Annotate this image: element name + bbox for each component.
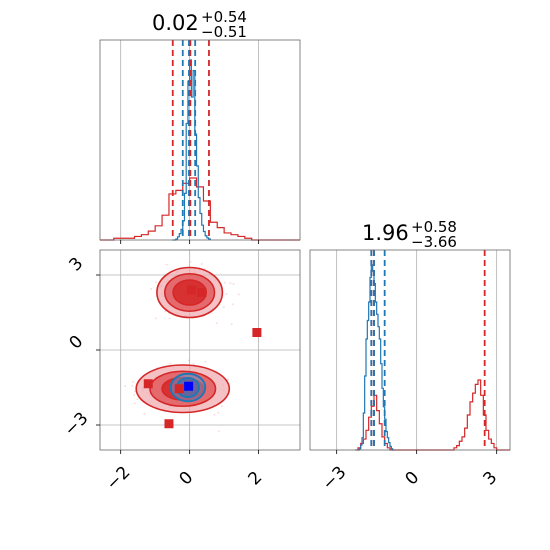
red-histogram-series [355, 379, 510, 451]
sample-point [131, 384, 134, 387]
sample-point [229, 282, 232, 285]
sample-point [150, 288, 153, 291]
blue-histogram-series [358, 264, 394, 451]
blue-marker [184, 381, 194, 391]
title-bottom-right-minus: −3.66 [411, 233, 457, 251]
sample-point [155, 281, 158, 284]
title-bottom-right-plus: +0.58 [411, 218, 457, 236]
sample-point [225, 293, 228, 296]
sample-point [217, 411, 220, 414]
sample-point [215, 322, 218, 325]
panel-bottom-right-histogram [309, 249, 511, 454]
sample-point [204, 360, 207, 363]
sample-point [231, 303, 234, 306]
sample-point [217, 430, 220, 433]
x-tick-label: −3 [319, 463, 351, 495]
axes-frame [309, 249, 511, 451]
sample-point [132, 380, 135, 383]
sample-point [164, 310, 167, 313]
red-marker [252, 328, 262, 337]
y-tick-label: 3 [66, 254, 88, 276]
red-marker [174, 384, 184, 394]
axes-frame [99, 39, 301, 241]
x-tick-label: −2 [103, 463, 135, 495]
sample-point [133, 394, 136, 397]
x-tick-label: 2 [245, 468, 267, 490]
red-marker [197, 288, 207, 297]
sample-point [237, 293, 240, 296]
x-tick-label: 3 [480, 468, 502, 490]
x-tick-label: 0 [402, 468, 424, 490]
sample-point [169, 362, 172, 365]
title-top-left-value: 0.02 [152, 11, 199, 35]
title-top-left: 0.02 +0.54 −0.51 [152, 8, 247, 41]
histogram-x-tick-labels: −3 0 3 [319, 463, 502, 495]
y-tick-label: −3 [61, 409, 93, 441]
title-top-left-plus: +0.54 [201, 8, 247, 26]
sample-point [133, 390, 136, 393]
sample-point [213, 413, 216, 416]
sample-point [189, 260, 192, 263]
sample-point [230, 323, 233, 326]
sample-point [155, 317, 158, 320]
title-bottom-right: 1.96 +0.58 −3.66 [362, 218, 457, 251]
sample-point [168, 317, 171, 320]
title-top-left-minus: −0.51 [201, 23, 247, 41]
red-marker [164, 419, 174, 429]
contour-plot-area [100, 250, 300, 450]
y-tick-label: 0 [66, 332, 88, 354]
blue-histogram-series [172, 59, 211, 241]
title-bottom-right-value: 1.96 [362, 221, 409, 245]
sample-point [220, 405, 223, 408]
sample-point [223, 281, 226, 284]
sample-point [187, 359, 190, 362]
sample-point [143, 412, 146, 415]
panel-top-left-histogram [99, 39, 301, 244]
red-histogram-series [100, 177, 300, 241]
sample-point [226, 378, 229, 381]
contour-y-tick-labels: 3 0 −3 [61, 254, 93, 441]
red-marker [186, 285, 196, 295]
sample-point [133, 402, 136, 405]
sample-point [165, 263, 168, 266]
sample-point [222, 306, 225, 309]
sample-point [136, 398, 139, 401]
sample-point [200, 262, 203, 265]
x-tick-label: 0 [176, 468, 198, 490]
contour-x-tick-labels: −2 0 2 [103, 463, 267, 495]
sample-point [232, 282, 235, 285]
panel-bottom-left-contour [96, 249, 301, 454]
red-marker [143, 379, 153, 389]
sample-point [124, 385, 127, 388]
